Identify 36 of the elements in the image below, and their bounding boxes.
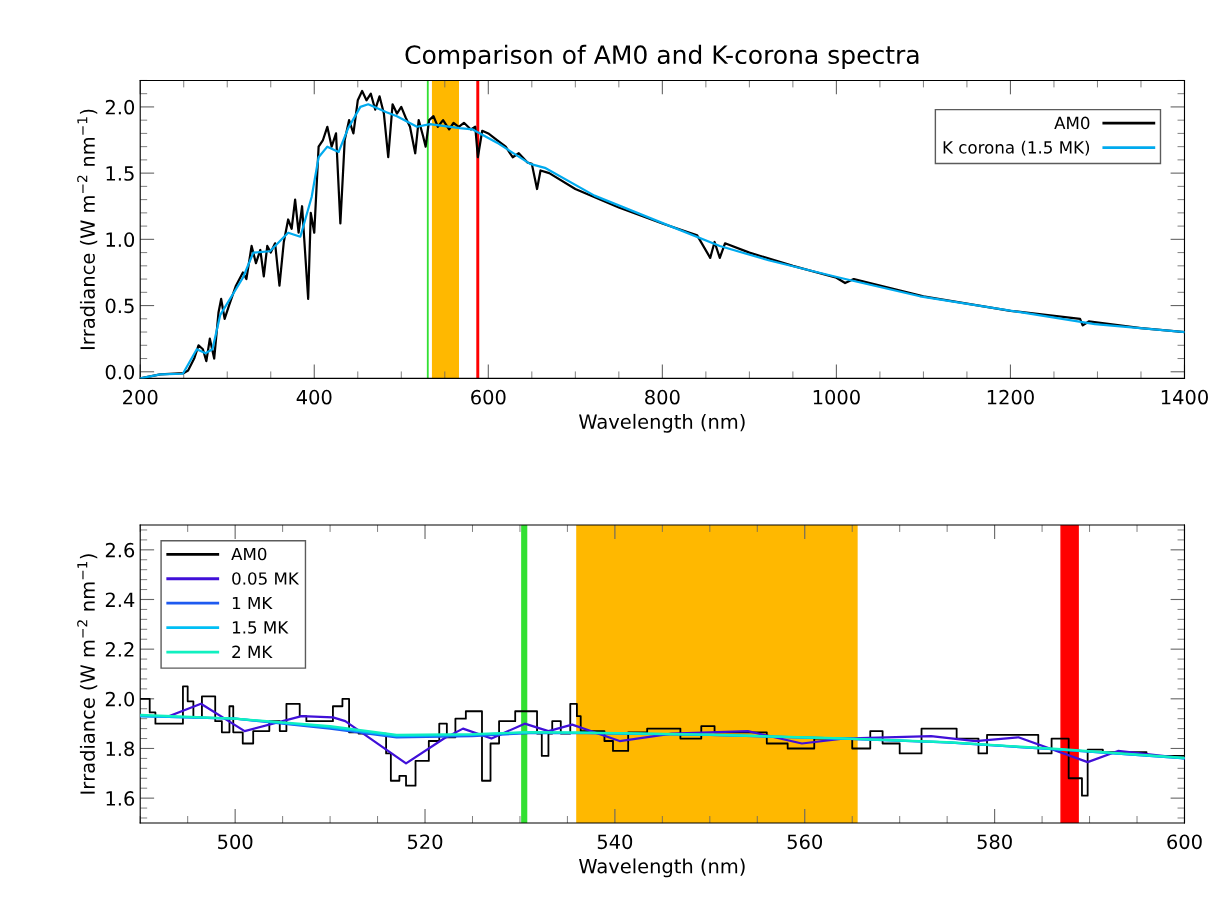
y-tick-label: 1.5	[106, 166, 134, 181]
legend-label: 2 MK	[232, 645, 273, 658]
x-tick-label: 1400	[1161, 389, 1208, 405]
y-tick-label: 2.4	[105, 592, 135, 607]
y-tick-label: 0.5	[105, 298, 134, 314]
y-axis-title: Irradiance (W m$^{−2}$ nm$^{−1}$)	[77, 554, 98, 794]
y-tick-label: 1.8	[106, 741, 135, 757]
x-tick-label: 540	[597, 834, 633, 850]
x-tick-label: 800	[645, 389, 680, 405]
x-tick-label: 500	[218, 834, 253, 850]
x-axis-title: Wavelength (nm)	[579, 858, 745, 878]
legend-label: 1.5 MK	[232, 621, 289, 634]
y-tick-label: 2.6	[105, 542, 135, 558]
y-tick-label: 2.0	[105, 99, 135, 115]
x-tick-label: 1200	[987, 389, 1034, 405]
legend-label: AM0	[1054, 116, 1090, 130]
x-tick-label: 600	[1167, 834, 1202, 850]
x-tick-label: 520	[407, 834, 443, 850]
legend-label: 1 MK	[232, 596, 273, 610]
x-tick-label: 400	[296, 389, 332, 405]
y-tick-label: 1.6	[106, 791, 135, 806]
legend-label: K corona (1.5 MK)	[943, 140, 1090, 156]
y-tick-label: 2.2	[105, 642, 134, 657]
x-tick-label: 1000	[813, 389, 860, 405]
y-tick-label: 2.0	[105, 691, 135, 707]
x-axis-title: Wavelength (nm)	[579, 413, 745, 433]
legend-label: AM0	[231, 547, 267, 561]
x-tick-label: 200	[123, 389, 158, 405]
y-tick-label: 0.0	[105, 364, 135, 380]
x-tick-label: 560	[787, 834, 823, 850]
x-tick-label: 580	[977, 834, 1012, 850]
x-tick-label: 600	[471, 389, 506, 405]
y-axis-title: Irradiance (W m$^{−2}$ nm$^{−1}$)	[77, 109, 98, 350]
legend-label: 0.05 MK	[232, 572, 300, 585]
chart-title: Comparison of AM0 and K-corona spectra	[405, 44, 919, 69]
y-tick-label: 1.0	[106, 232, 135, 248]
